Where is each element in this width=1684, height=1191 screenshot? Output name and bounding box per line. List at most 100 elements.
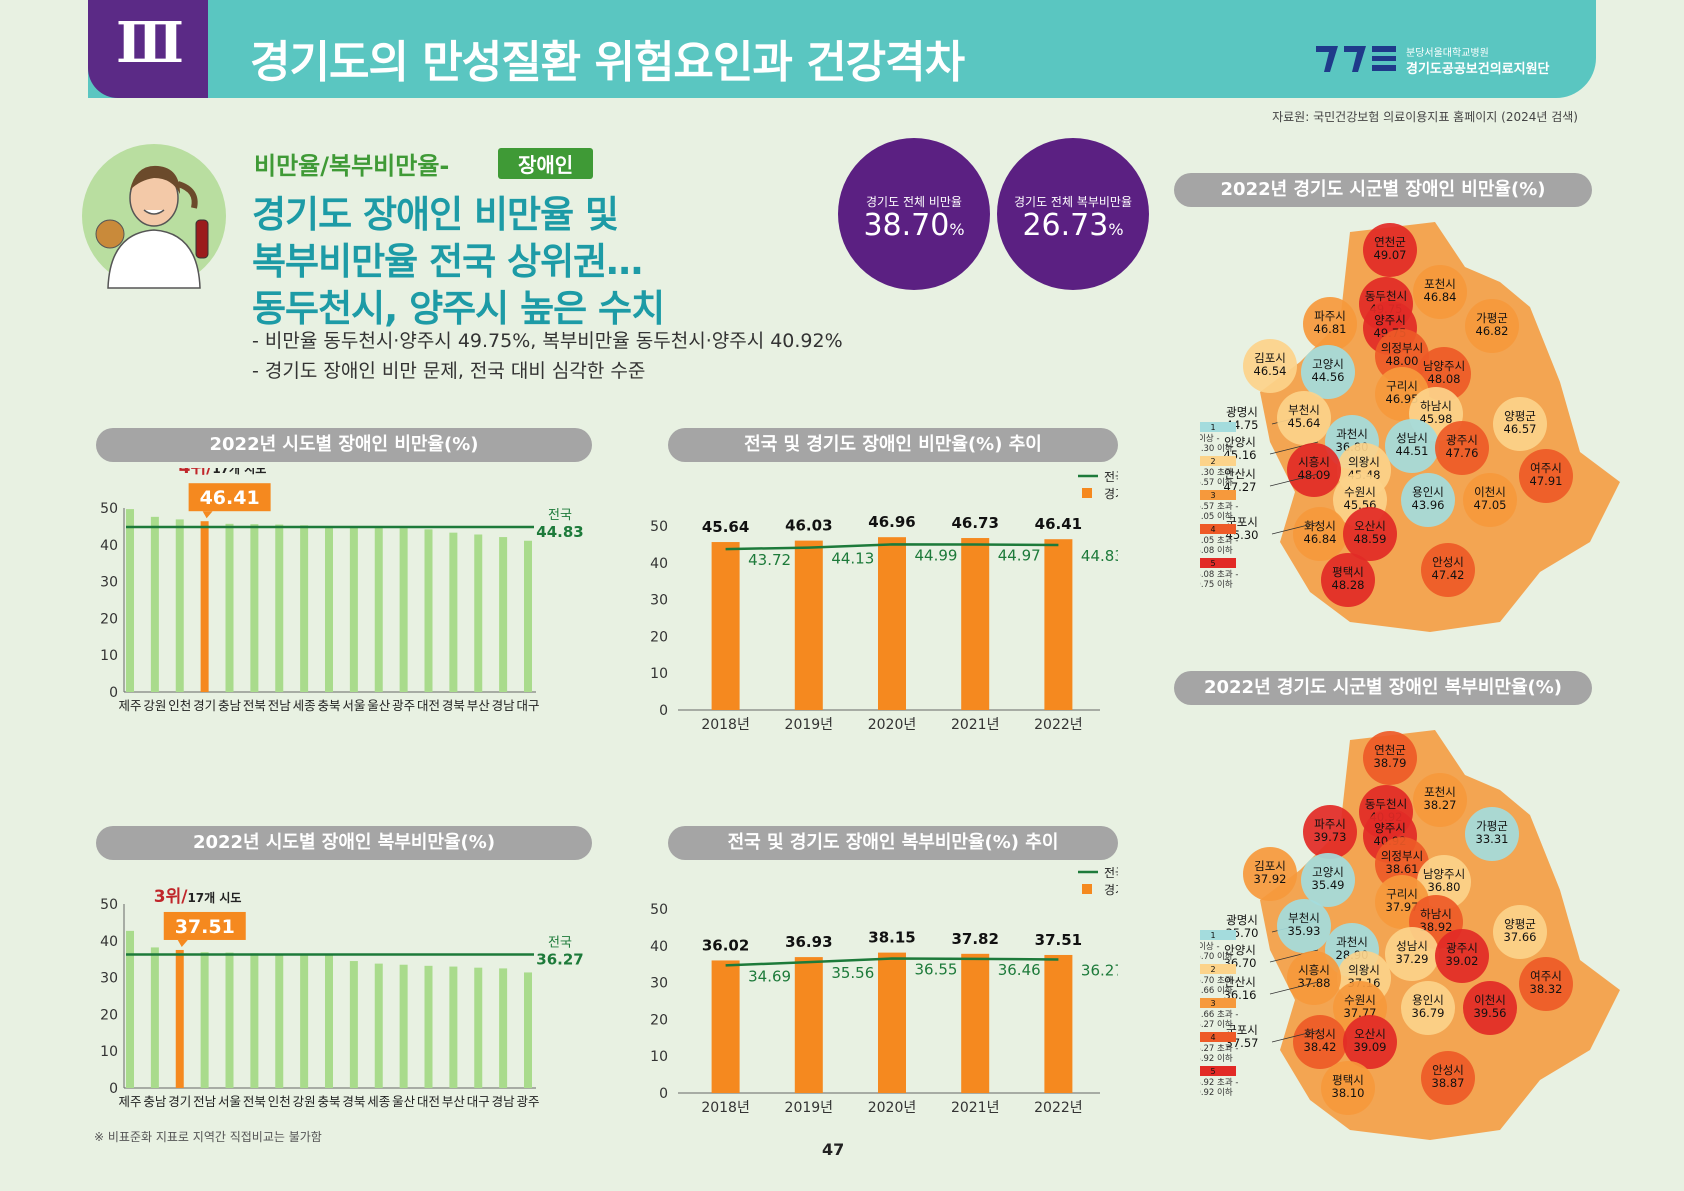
x-tick-label: 경남 bbox=[492, 1094, 516, 1109]
region-shape bbox=[1493, 397, 1547, 451]
legend-swatch bbox=[1200, 964, 1236, 974]
region-value: 44.56 bbox=[1312, 370, 1345, 384]
callout-line bbox=[1271, 1029, 1321, 1043]
chart-title-abdominal-region: 2022년 시도별 장애인 복부비만율(%) bbox=[96, 826, 592, 860]
obesity-by-region-chart: 0 10 20 30 40 50 제주 강원 인천 경기 충남 전북 전남 세종 충북 서울 울산 광주 대전 경북 부… bbox=[100, 468, 584, 713]
legend-range-start: 38.92 초과 - bbox=[1200, 1078, 1238, 1088]
region-name: 부천시 bbox=[1288, 911, 1320, 925]
region-value: 35.49 bbox=[1312, 878, 1345, 892]
legend-swatch bbox=[1200, 456, 1236, 466]
region-shape bbox=[1293, 1015, 1347, 1069]
region-value: 39.73 bbox=[1314, 830, 1347, 844]
legend-swatch bbox=[1200, 422, 1236, 432]
x-tick-label: 충북 bbox=[317, 698, 340, 713]
region-shape bbox=[1401, 981, 1455, 1035]
region-shape bbox=[1301, 345, 1355, 399]
region-value: 47.91 bbox=[1530, 474, 1563, 488]
x-tick-label: 인천 bbox=[268, 1094, 291, 1109]
highlight-callout-box bbox=[163, 911, 246, 940]
callout-line bbox=[1269, 473, 1319, 487]
region-bar bbox=[374, 963, 383, 1088]
chart-title-abdominal-trend: 전국 및 경기도 장애인 복부비만율(%) 추이 bbox=[668, 826, 1118, 860]
y-tick-label: 40 bbox=[100, 934, 118, 950]
gyeonggi-value-label: 37.51 bbox=[1035, 931, 1082, 949]
region-name: 여주시 bbox=[1530, 969, 1562, 983]
gyeonggi-value-label: 46.73 bbox=[951, 514, 998, 532]
legend-swatch bbox=[1200, 1032, 1236, 1042]
region-bar bbox=[275, 953, 284, 1088]
region-shape bbox=[1375, 837, 1429, 891]
abdominal-map: 연천군38.79포천시38.27동두천시40.92파주시39.73양주시40.9… bbox=[1200, 730, 1620, 1140]
region-bar bbox=[449, 966, 458, 1088]
region-name: 광명시 bbox=[1226, 405, 1258, 419]
legend-range-end: 40.92 이하 bbox=[1200, 1087, 1233, 1098]
region-value: 38.87 bbox=[1432, 1076, 1465, 1090]
region-name: 양주시 bbox=[1374, 313, 1406, 327]
region-name: 용인시 bbox=[1412, 993, 1444, 1007]
legend-class-number: 3 bbox=[1210, 491, 1215, 500]
x-tick-label: 부산 bbox=[442, 1094, 466, 1109]
region-shape bbox=[1293, 507, 1347, 561]
region-value: 35.93 bbox=[1288, 924, 1321, 938]
rank-suffix: 17개 시도 bbox=[187, 891, 241, 905]
x-tick-label: 2021년 bbox=[951, 1100, 1000, 1114]
region-shape bbox=[1435, 929, 1489, 983]
region-shape bbox=[1321, 1061, 1375, 1115]
x-tick-label: 광주 bbox=[392, 698, 415, 713]
category-badge: 장애인 bbox=[498, 148, 594, 179]
x-tick-label: 충남 bbox=[143, 1094, 167, 1109]
region-value: 38.79 bbox=[1374, 756, 1407, 770]
region-shape bbox=[1385, 419, 1439, 473]
region-value: 46.95 bbox=[1386, 392, 1419, 406]
legend-range-start: 36.70 초과 - bbox=[1200, 976, 1238, 986]
region-name: 포천시 bbox=[1424, 277, 1456, 291]
region-bar bbox=[225, 523, 234, 692]
legend-range-end: 46.57 이하 bbox=[1200, 477, 1233, 488]
region-bar bbox=[349, 526, 358, 692]
highlight-callout-pointer bbox=[177, 939, 188, 947]
region-bar bbox=[474, 534, 483, 692]
stat-unit: % bbox=[1108, 220, 1124, 239]
region-value: 46.82 bbox=[1476, 324, 1509, 338]
y-tick-label: 50 bbox=[650, 902, 668, 918]
footnote: ※ 비표준화 지표로 지역간 직접비교는 불가함 bbox=[94, 1130, 322, 1144]
region-name: 남양주시 bbox=[1423, 867, 1465, 881]
region-name: 가평군 bbox=[1476, 819, 1508, 833]
region-name: 고양시 bbox=[1312, 357, 1344, 371]
region-value: 48.00 bbox=[1386, 354, 1419, 368]
region-shape bbox=[1413, 773, 1467, 827]
region-value: 37.66 bbox=[1504, 930, 1537, 944]
region-value: 48.59 bbox=[1354, 532, 1387, 546]
gyeonggi-bar bbox=[794, 957, 823, 1093]
rank-text: 3위/ bbox=[154, 887, 188, 907]
region-shape bbox=[1343, 1015, 1397, 1069]
region-name: 파주시 bbox=[1314, 817, 1346, 831]
region-bar bbox=[126, 509, 134, 692]
region-bar bbox=[300, 525, 309, 692]
rank-label: 3위/17개 시도 bbox=[154, 887, 242, 907]
gyeonggi-bar bbox=[878, 952, 906, 1093]
region-value: 38.32 bbox=[1530, 982, 1563, 996]
region-value: 37.29 bbox=[1396, 952, 1429, 966]
region-name: 안양시 bbox=[1224, 435, 1256, 449]
y-tick-label: 50 bbox=[650, 519, 668, 535]
region-value: 46.57 bbox=[1504, 422, 1537, 436]
region-bar bbox=[499, 968, 508, 1088]
legend-range-end: 38.92 이하 bbox=[1200, 1053, 1233, 1064]
abdominal-trend-chart: 0 10 20 30 40 50 36.02 2018년 34.69 36.93 2019년 35.5… bbox=[650, 866, 1118, 1114]
y-tick-label: 40 bbox=[100, 538, 118, 554]
legend-swatch bbox=[1200, 998, 1236, 1008]
region-bar bbox=[424, 529, 433, 692]
y-tick-label: 30 bbox=[100, 971, 118, 987]
legend-range-start: 38.27 초과 - bbox=[1200, 1044, 1238, 1054]
highlight-callout-pointer bbox=[202, 511, 213, 519]
gyeonggi-value-label: 46.41 bbox=[1035, 515, 1082, 533]
region-name: 하남시 bbox=[1420, 399, 1452, 413]
region-shape bbox=[1321, 553, 1375, 607]
region-bar bbox=[300, 954, 309, 1088]
x-tick-label: 2018년 bbox=[701, 717, 750, 730]
y-tick-label: 10 bbox=[100, 1044, 118, 1060]
gyeonggi-value-label: 46.03 bbox=[785, 517, 832, 535]
national-label: 전국 bbox=[548, 508, 572, 523]
callout-line bbox=[1269, 981, 1319, 995]
